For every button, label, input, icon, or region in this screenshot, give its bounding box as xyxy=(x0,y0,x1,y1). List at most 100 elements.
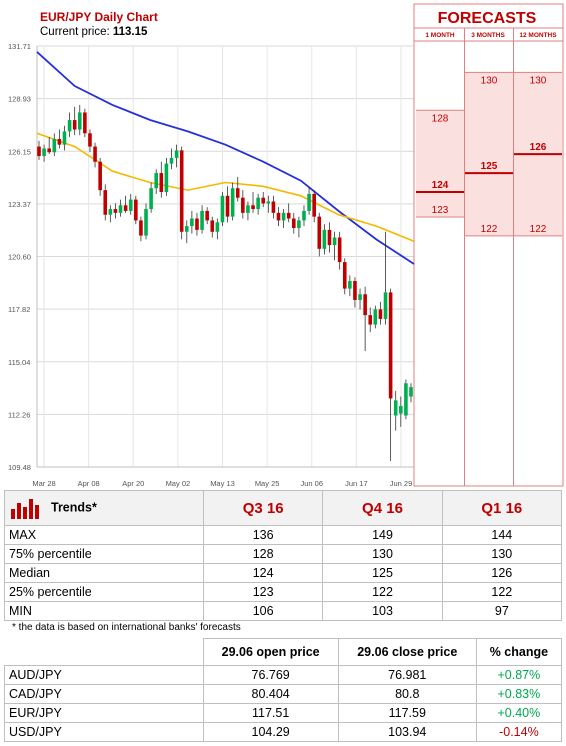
y-tick-label: 128.93 xyxy=(8,95,31,104)
price-row: CAD/JPY 80.404 80.8 +0.83% xyxy=(4,684,563,704)
trends-cell: 144 xyxy=(441,525,563,545)
candle-body xyxy=(200,210,204,230)
y-tick-label: 123.37 xyxy=(8,200,31,209)
moving-average-200-line xyxy=(36,51,415,265)
forecast-max-label: 130 xyxy=(530,75,547,86)
trends-table: Trends* Q3 16 Q4 16 Q1 16 MAX 136 149 14… xyxy=(4,490,563,621)
candle-body xyxy=(128,199,133,211)
candle-body xyxy=(348,281,352,289)
candle-body xyxy=(409,387,413,397)
price-pair: CAD/JPY xyxy=(4,684,204,704)
price-col-close: 29.06 close price xyxy=(337,638,477,666)
x-tick-label: Jun 29 xyxy=(390,479,413,488)
candle-body xyxy=(98,161,102,191)
candle-body xyxy=(388,292,393,399)
trends-col-q4: Q4 16 xyxy=(322,490,443,526)
y-tick-label: 109.48 xyxy=(8,463,31,472)
candle-body xyxy=(297,220,301,228)
trends-row-label: MAX xyxy=(4,525,204,545)
candle-body xyxy=(286,212,291,219)
candle-body xyxy=(404,383,408,416)
trends-row: 25% percentile 123 122 122 xyxy=(4,582,563,602)
trends-header-row: Trends* Q3 16 Q4 16 Q1 16 xyxy=(4,490,563,526)
candle-body xyxy=(123,205,128,211)
candle-body xyxy=(256,197,260,210)
candle-body xyxy=(42,148,46,157)
trends-cell: 106 xyxy=(202,601,324,621)
chart-grid xyxy=(36,45,414,468)
price-close: 117.59 xyxy=(337,703,477,723)
candle-body xyxy=(383,292,388,319)
candle-body xyxy=(235,188,240,198)
candle-body xyxy=(67,120,72,132)
trends-row: MIN 106 103 97 xyxy=(4,601,563,621)
price-change: +0.87% xyxy=(475,665,563,685)
candle-body xyxy=(72,120,77,130)
candle-body xyxy=(205,210,209,221)
candle-body xyxy=(215,222,220,232)
y-tick-label: 126.15 xyxy=(8,147,31,156)
forecast-panel: 128 124 123 130 125 122 130 126 122 xyxy=(413,3,564,487)
candle-body xyxy=(342,262,347,289)
bar-chart-icon xyxy=(11,499,39,519)
trends-row-label: Median xyxy=(4,563,204,583)
y-tick-label: 120.60 xyxy=(8,253,31,262)
trends-row-label: MIN xyxy=(4,601,204,621)
candle-body xyxy=(337,237,342,263)
price-col-open: 29.06 open price xyxy=(202,638,339,666)
price-header-blank xyxy=(4,638,203,666)
candle-body xyxy=(317,216,322,249)
trends-row: 75% percentile 128 130 130 xyxy=(4,544,563,564)
price-close: 76.981 xyxy=(337,665,477,685)
price-change: +0.40% xyxy=(475,703,563,723)
forecast-col-12-months: 12 MONTHS xyxy=(519,32,557,39)
candle-body xyxy=(52,138,57,153)
price-open: 76.769 xyxy=(202,665,339,685)
trends-cell: 126 xyxy=(441,563,563,583)
price-col-change: % change xyxy=(475,638,563,666)
current-price: Current price: 113.15 xyxy=(40,26,148,38)
candle-body xyxy=(378,309,383,319)
trends-col-q1: Q1 16 xyxy=(441,490,563,526)
candle-body xyxy=(307,193,311,211)
candle-body xyxy=(210,220,215,232)
x-tick-label: May 02 xyxy=(166,479,191,488)
chart-title: EUR/JPY Daily Chart xyxy=(40,10,158,24)
forecast-min-label: 122 xyxy=(530,224,547,235)
candle-body xyxy=(261,197,266,204)
price-row: USD/JPY 104.29 103.94 -0.14% xyxy=(4,722,563,742)
x-tick-label: Apr 20 xyxy=(122,479,144,488)
x-tick-label: May 25 xyxy=(255,479,280,488)
trends-cell: 136 xyxy=(202,525,324,545)
trends-cell: 128 xyxy=(202,544,324,564)
candle-body xyxy=(169,157,174,164)
trends-footnote: * the data is based on international ban… xyxy=(12,622,241,633)
candlesticks xyxy=(37,104,413,461)
forecast-max-label: 128 xyxy=(432,113,449,124)
price-header-row: 29.06 open price 29.06 close price % cha… xyxy=(4,638,563,666)
current-price-value: 113.15 xyxy=(113,26,148,38)
y-tick-label: 117.82 xyxy=(8,305,30,314)
forecast-median-label: 124 xyxy=(432,180,449,191)
candle-body xyxy=(327,229,332,246)
trends-cell: 149 xyxy=(322,525,443,545)
trends-cell: 130 xyxy=(322,544,443,564)
y-tick-label: 115.04 xyxy=(8,358,30,367)
price-row: AUD/JPY 76.769 76.981 +0.87% xyxy=(4,665,563,685)
forecast-band xyxy=(465,72,513,236)
trends-row: Median 124 125 126 xyxy=(4,563,563,583)
candle-body xyxy=(312,193,316,217)
forecast-max-label: 130 xyxy=(481,75,498,86)
candle-body xyxy=(88,133,92,147)
forecast-min-label: 123 xyxy=(432,205,449,216)
candle-body xyxy=(37,146,41,157)
forecast-min-label: 122 xyxy=(481,224,498,235)
axis-labels: 131.71 128.93 126.15 123.37 120.60 117.82 115.… xyxy=(8,42,412,488)
candle-body xyxy=(358,294,362,300)
candle-body xyxy=(179,150,184,232)
candle-body xyxy=(149,188,153,210)
price-change: -0.14% xyxy=(475,722,563,742)
forecast-band xyxy=(416,110,464,217)
trends-row-label: 75% percentile xyxy=(4,544,204,564)
candle-body xyxy=(154,173,159,189)
